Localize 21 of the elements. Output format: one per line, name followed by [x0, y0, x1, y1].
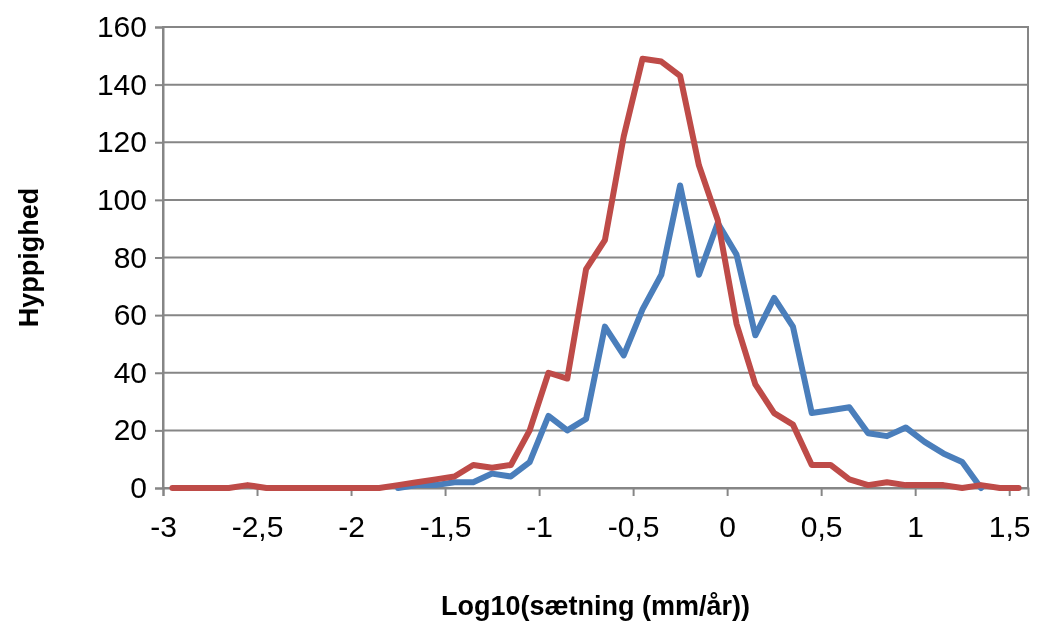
y-tick-label: 80	[113, 240, 147, 274]
x-axis-title: Log10(sætning (mm/år))	[440, 591, 751, 621]
x-tick-label: -2	[338, 510, 365, 544]
y-tick-label: 100	[96, 182, 147, 216]
x-tick-label: -0,5	[607, 510, 660, 544]
x-tick-label: -1	[526, 510, 553, 544]
x-tick-label: 0,5	[800, 510, 843, 544]
y-tick-label: 140	[96, 67, 147, 101]
y-tick-label: 120	[96, 125, 147, 159]
x-tick-label: 0	[719, 510, 736, 544]
y-tick-label: 60	[113, 298, 147, 332]
x-tick-label: 1	[907, 510, 925, 544]
x-tick-label: 1,5	[988, 510, 1031, 544]
y-tick-label: 160	[96, 10, 147, 44]
y-axis-title: Hyppighed	[14, 187, 44, 328]
y-tick-label: 0	[130, 471, 147, 505]
x-tick-label: -2,5	[231, 510, 284, 544]
x-tick-label: -1,5	[419, 510, 472, 544]
y-tick-label: 40	[113, 355, 147, 389]
x-tick-label: -3	[150, 510, 177, 544]
y-tick-label: 20	[113, 413, 147, 447]
